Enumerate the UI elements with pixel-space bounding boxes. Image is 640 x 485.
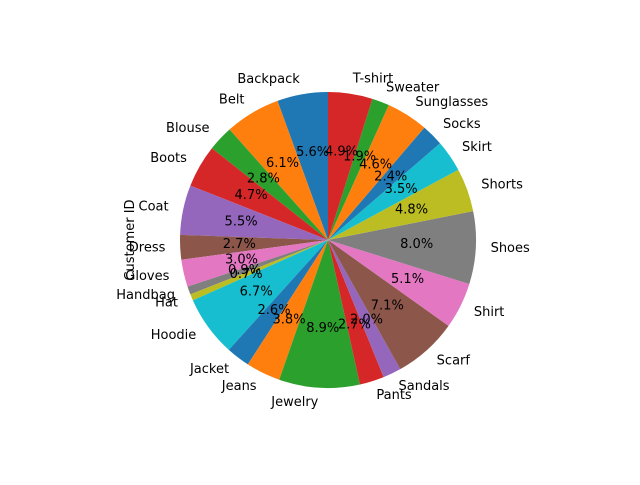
slice-label-blouse: Blouse: [166, 121, 210, 136]
slice-label-coat: Coat: [139, 199, 169, 214]
slice-percent-pants: 2.7%: [338, 317, 371, 332]
pie-slice-t-shirt: [328, 92, 373, 240]
slice-label-jeans: Jeans: [221, 379, 257, 394]
pie-slice-sweater: [328, 98, 389, 240]
slice-percent-handbag: 0.9%: [228, 263, 261, 278]
slice-percent-blouse: 2.8%: [247, 172, 280, 187]
slice-percent-sandals: 2.0%: [350, 313, 383, 328]
y-axis-label: Customer ID: [123, 199, 138, 280]
slice-percent-socks: 2.4%: [374, 170, 407, 185]
pie-slice-backpack: [277, 92, 328, 240]
slice-label-dress: Dress: [129, 241, 166, 256]
slice-label-socks: Socks: [443, 117, 481, 132]
pie-slice-coat: [180, 185, 328, 240]
slice-percent-sweater: 1.9%: [343, 150, 376, 165]
slice-label-sweater: Sweater: [386, 80, 440, 95]
pie-slice-boots: [190, 148, 328, 240]
pie-slice-sunglasses: [328, 105, 425, 241]
pie-slice-hat: [190, 240, 328, 301]
pie-slice-skirt: [328, 143, 459, 240]
pie-slice-handbag: [187, 240, 328, 295]
slice-percent-hoodie: 6.7%: [240, 285, 273, 300]
slice-label-hat: Hat: [155, 296, 178, 311]
slice-label-pants: Pants: [376, 388, 412, 403]
pie-slices: [180, 92, 477, 389]
slice-label-shorts: Shorts: [481, 177, 523, 192]
slice-label-jacket: Jacket: [189, 362, 229, 377]
pie-slice-hoodie: [192, 240, 328, 350]
pie-slice-pants: [328, 240, 384, 385]
pie-slice-shirt: [328, 240, 470, 326]
slice-label-shoes: Shoes: [491, 241, 530, 256]
pie-slice-shorts: [328, 169, 474, 240]
pie-slice-jacket: [228, 240, 328, 365]
slice-label-sandals: Sandals: [399, 379, 450, 394]
slice-label-hoodie: Hoodie: [151, 328, 197, 343]
slice-percent-boots: 4.7%: [235, 188, 268, 203]
slice-label-shirt: Shirt: [474, 305, 505, 320]
slice-percent-shorts: 4.8%: [395, 202, 428, 217]
slice-percent-shirt: 5.1%: [391, 272, 424, 287]
pie-slice-dress: [180, 234, 328, 260]
slice-percent-coat: 5.5%: [225, 214, 258, 229]
slice-percent-backpack: 5.6%: [296, 145, 329, 160]
pie-slice-shoes: [328, 211, 477, 284]
pie-slice-scarf: [328, 240, 449, 370]
pie-slice-jewelry: [279, 240, 360, 389]
slice-label-belt: Belt: [219, 93, 245, 108]
slice-label-t-shirt: T-shirt: [352, 72, 394, 87]
pie-slice-jeans: [247, 240, 328, 380]
slice-percent-belt: 6.1%: [266, 156, 299, 171]
slice-percent-dress: 2.7%: [223, 237, 256, 252]
slice-label-boots: Boots: [150, 151, 187, 166]
slice-percent-jewelry: 8.9%: [306, 321, 339, 336]
slice-label-backpack: Backpack: [237, 72, 300, 87]
slice-percent-jacket: 2.6%: [258, 303, 291, 318]
slice-label-sunglasses: Sunglasses: [415, 95, 488, 110]
slice-percent-shoes: 8.0%: [400, 237, 433, 252]
pie-labels: Backpack 5.6% Belt 6.1% Blouse 2.8% Boots 4.7% C…: [116, 72, 530, 410]
pie-slice-blouse: [211, 129, 328, 240]
slice-percent-gloves: 3.0%: [225, 252, 258, 267]
slice-label-jewelry: Jewelry: [270, 395, 318, 410]
slice-percent-jeans: 3.8%: [273, 312, 306, 327]
pie-slice-belt: [229, 100, 328, 240]
pie-slice-socks: [328, 127, 441, 240]
slice-percent-t-shirt: 4.9%: [325, 145, 358, 160]
slice-label-skirt: Skirt: [462, 140, 492, 155]
slice-percent-sunglasses: 4.6%: [359, 158, 392, 173]
slice-label-gloves: Gloves: [125, 269, 169, 284]
pie-slice-sandals: [328, 240, 401, 378]
slice-percent-skirt: 3.5%: [385, 182, 418, 197]
pie-slice-gloves: [181, 240, 328, 287]
slice-percent-hat: 0.7%: [230, 267, 263, 282]
slice-label-scarf: Scarf: [437, 354, 471, 369]
slice-percent-scarf: 7.1%: [371, 299, 404, 314]
slice-label-handbag: Handbag: [116, 288, 175, 303]
